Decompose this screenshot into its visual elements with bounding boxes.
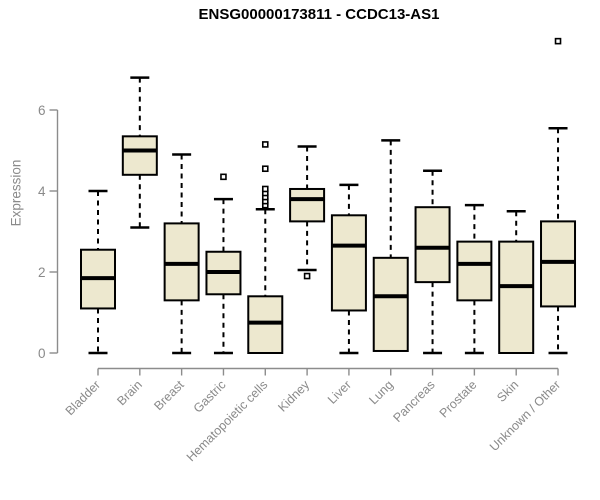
x-tick-label: Lung	[366, 378, 396, 408]
box-Skin	[498, 240, 535, 354]
outlier-point-Hematopoietic cells	[261, 165, 269, 173]
x-tick-label: Breast	[151, 377, 187, 413]
outlier-point-Kidney	[303, 272, 311, 280]
box-Kidney	[289, 187, 326, 223]
x-tick-label: Gastric	[191, 378, 229, 416]
box-Brain	[121, 135, 158, 176]
box-Unknown / Other	[540, 220, 577, 308]
chart-title: ENSG00000173811 - CCDC13-AS1	[198, 6, 440, 23]
outlier-point-Unknown / Other	[554, 37, 562, 45]
box-Pancreas	[414, 206, 451, 284]
x-tick-label: Brain	[114, 378, 145, 409]
y-tick-label: 6	[38, 103, 46, 118]
x-tick-label: Liver	[325, 378, 354, 407]
x-tick-label: Pancreas	[390, 378, 437, 425]
x-tick-label: Kidney	[275, 377, 312, 414]
y-tick-label: 4	[38, 184, 46, 199]
x-tick-label: Hematopoietic cells	[184, 378, 271, 465]
box-Lung	[372, 256, 409, 352]
x-tick-label: Skin	[494, 378, 521, 405]
y-tick-label: 2	[38, 265, 46, 280]
box-Breast	[163, 222, 200, 302]
box-Hematopoietic cells	[247, 295, 284, 354]
x-tick-label: Bladder	[63, 378, 103, 418]
outlier-point-Gastric	[220, 173, 227, 181]
box-Liver	[330, 214, 367, 312]
x-tick-label: Prostate	[437, 378, 480, 421]
outlier-point-Hematopoietic cells	[261, 141, 269, 148]
outlier-point-Hematopoietic cells	[261, 185, 269, 193]
x-tick-label: Unknown / Other	[487, 378, 563, 454]
y-tick-label: 0	[38, 346, 46, 361]
box-Prostate	[456, 240, 493, 302]
